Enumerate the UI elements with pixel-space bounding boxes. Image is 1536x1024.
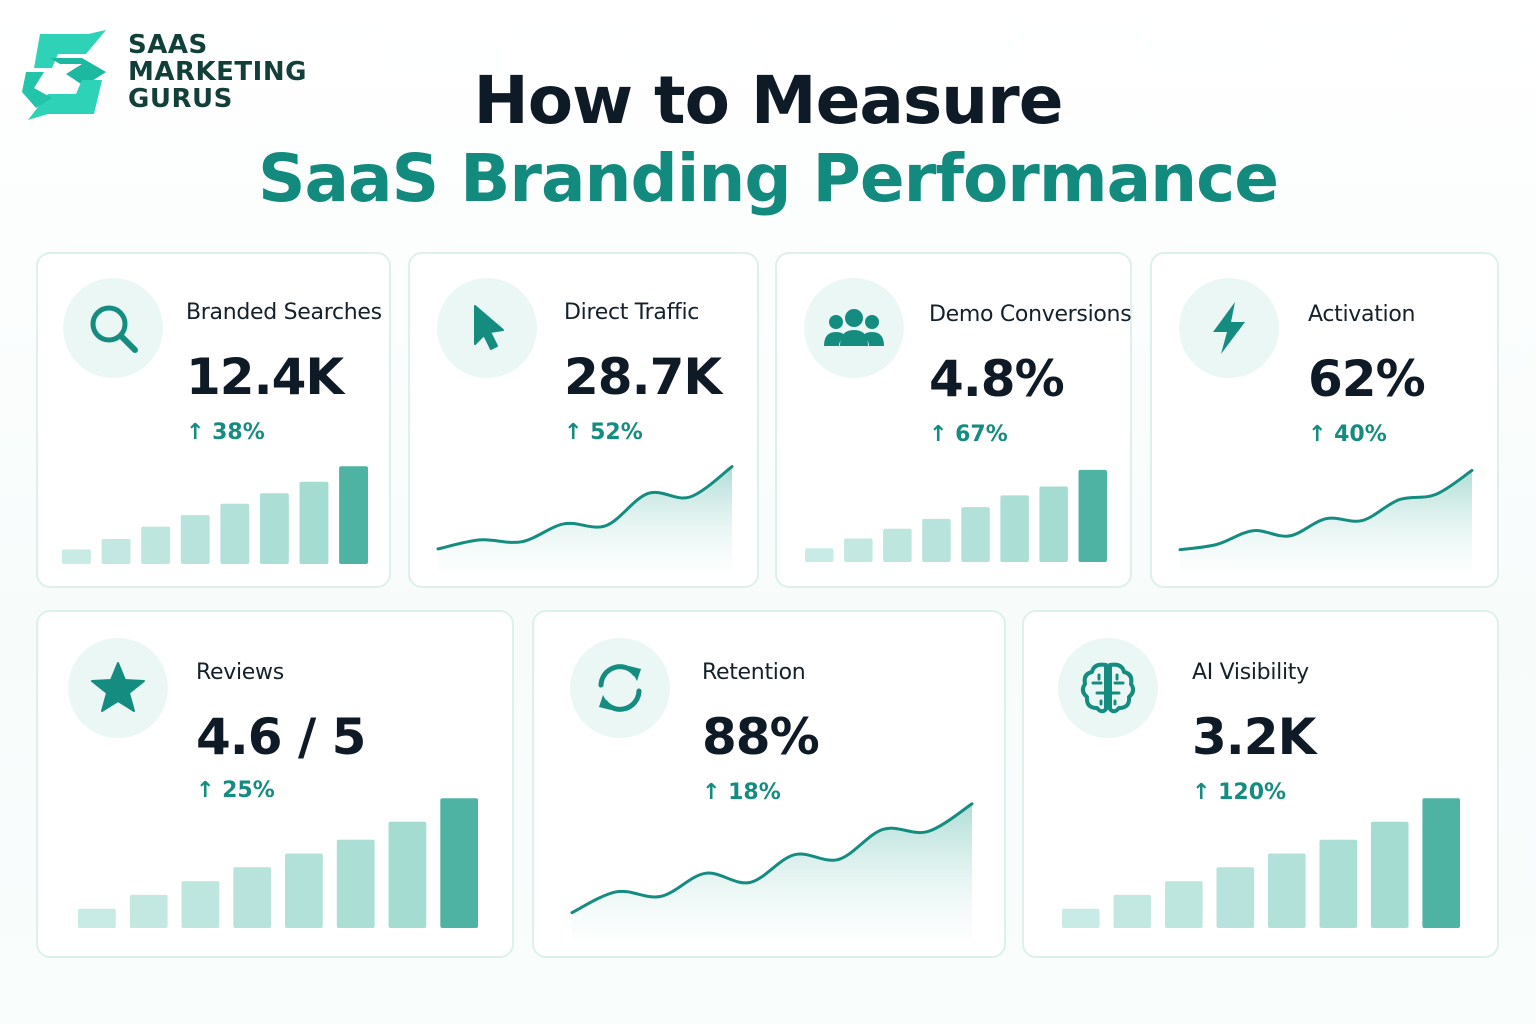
chart-bar: [336, 839, 375, 928]
chart-bar: [922, 518, 951, 562]
brand-logo[interactable]: SAAS MARKETING GURUS: [22, 28, 322, 124]
chart-area-fill: [572, 803, 972, 940]
chart-bar: [805, 548, 834, 562]
chart-area-fill: [1180, 470, 1472, 572]
metric-change: ↑ 120%: [1192, 780, 1287, 805]
chart-bar: [141, 526, 171, 564]
logo-mark-icon: [22, 30, 106, 120]
chart-bar: [78, 908, 116, 928]
chart-bar: [1078, 469, 1107, 562]
refresh-icon: [570, 638, 670, 738]
chart-line: [436, 465, 734, 551]
users-icon: [804, 278, 904, 378]
metric-card-retention[interactable]: Retention 88% ↑ 18%: [532, 610, 1006, 958]
cursor-icon: [437, 278, 537, 378]
metric-chart: [78, 798, 478, 928]
metric-chart: [1062, 798, 1460, 928]
chart-bar: [101, 539, 131, 564]
metric-chart: [1178, 468, 1474, 572]
chart-bar: [339, 466, 368, 564]
chart-bar: [1370, 821, 1409, 928]
metric-value: 4.6 / 5: [196, 708, 366, 766]
metric-card-ai-visibility[interactable]: AI Visibility 3.2K ↑ 120%: [1022, 610, 1499, 958]
brand-name: SAAS MARKETING GURUS: [128, 32, 307, 113]
metric-label: Reviews: [196, 660, 284, 685]
metric-change: ↑ 40%: [1308, 422, 1387, 447]
metric-card-reviews[interactable]: Reviews 4.6 / 5 ↑ 25%: [36, 610, 514, 958]
chart-bar: [388, 821, 427, 928]
chart-line: [570, 802, 974, 915]
page-title-line-1: How to Measure: [473, 62, 1064, 139]
metric-chart: [436, 465, 734, 572]
chart-area-fill: [438, 466, 732, 572]
metric-change: ↑ 18%: [702, 780, 781, 805]
metric-change: ↑ 67%: [929, 422, 1008, 447]
chart-line: [1178, 468, 1474, 552]
metric-value: 88%: [702, 708, 820, 766]
metric-value: 28.7K: [564, 348, 722, 406]
metric-label: Retention: [702, 660, 806, 685]
chart-bar: [1113, 894, 1152, 928]
brand-name-line-1: SAAS: [128, 30, 208, 60]
chart-bar: [1039, 486, 1068, 562]
metric-label: Demo Conversions: [929, 302, 1132, 327]
chart-bar: [1165, 881, 1203, 928]
chart-bar: [440, 798, 478, 928]
metric-value: 4.8%: [929, 350, 1065, 408]
metric-chart: [805, 469, 1107, 562]
metric-card-activation[interactable]: Activation 62% ↑ 40%: [1150, 252, 1499, 588]
metric-label: Activation: [1308, 302, 1416, 327]
chart-bar: [285, 853, 323, 928]
chart-bar: [1319, 839, 1358, 928]
chart-bar: [1062, 908, 1100, 928]
lightning-icon: [1179, 278, 1279, 378]
metric-card-branded-searches[interactable]: Branded Searches 12.4K ↑ 38%: [36, 252, 391, 588]
metric-card-demo-conversions[interactable]: Demo Conversions 4.8% ↑ 67%: [775, 252, 1132, 588]
page-title: How to Measure SaaS Branding Performance: [0, 62, 1536, 218]
metric-chart: [570, 802, 974, 940]
chart-bar: [883, 528, 912, 562]
metric-change: ↑ 38%: [186, 420, 265, 445]
metric-change: ↑ 25%: [196, 778, 275, 803]
chart-bar: [1422, 798, 1460, 928]
chart-bar: [299, 481, 329, 564]
search-icon: [63, 278, 163, 378]
brand-name-line-3: GURUS: [128, 84, 233, 114]
metric-value: 3.2K: [1192, 708, 1316, 766]
brain-icon: [1058, 638, 1158, 738]
metric-change: ↑ 52%: [564, 420, 643, 445]
chart-bar: [1216, 867, 1255, 928]
chart-bar: [1268, 853, 1306, 928]
chart-bar: [181, 881, 220, 928]
star-icon: [68, 638, 168, 738]
metric-chart: [62, 466, 368, 564]
chart-bar: [62, 549, 91, 564]
metric-value: 12.4K: [186, 348, 344, 406]
metric-card-direct-traffic[interactable]: Direct Traffic 28.7K ↑ 52%: [408, 252, 759, 588]
chart-bar: [129, 894, 168, 928]
metric-label: Branded Searches: [186, 300, 382, 325]
metric-label: AI Visibility: [1192, 660, 1309, 685]
metric-value: 62%: [1308, 350, 1426, 408]
chart-bar: [844, 538, 873, 562]
chart-bar: [180, 515, 210, 564]
chart-bar: [1000, 495, 1029, 562]
brand-name-line-2: MARKETING: [128, 57, 307, 87]
chart-bar: [259, 493, 289, 564]
chart-bar: [233, 867, 272, 928]
chart-bar: [220, 503, 250, 564]
metric-label: Direct Traffic: [564, 300, 700, 325]
page-title-line-2: SaaS Branding Performance: [257, 140, 1279, 217]
chart-bar: [961, 507, 990, 562]
